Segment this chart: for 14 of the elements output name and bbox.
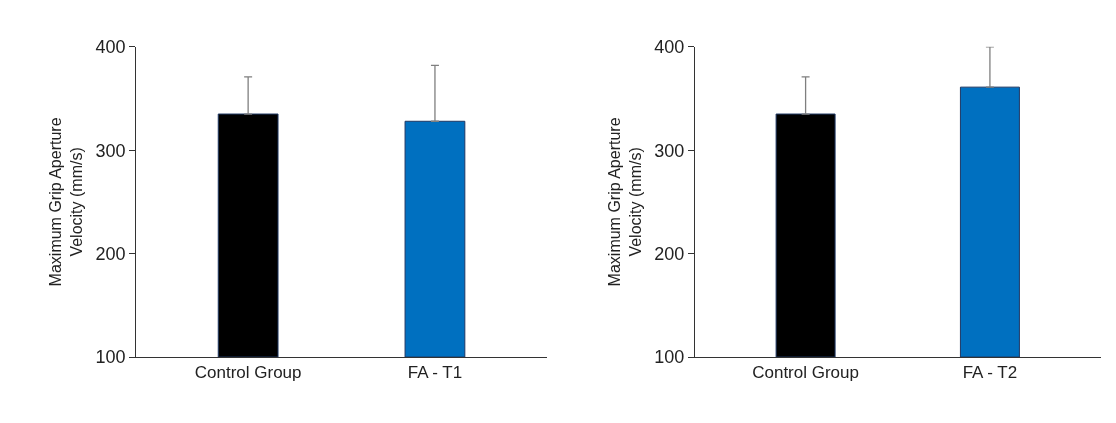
x-tick-label: FA - T1 [407,363,463,383]
y-tick-label: 100 [654,347,685,368]
y-tick-label: 200 [654,243,685,264]
y-tick-label: 100 [95,347,126,368]
y-axis-title: Maximum Grip Aperture Velocity (mm/s) [606,117,645,287]
y-axis-title: Maximum Grip Aperture Velocity (mm/s) [47,117,86,287]
y-tick-label: 300 [654,140,685,161]
x-tick-label: Control Group [194,363,302,383]
y-tick-label: 400 [654,37,685,58]
y-tick-label: 200 [95,243,126,264]
y-tick-label: 300 [95,140,126,161]
x-tick-label: Control Group [752,363,859,383]
y-tick-label: 400 [95,37,126,58]
x-tick-label: FA - T2 [962,363,1018,383]
